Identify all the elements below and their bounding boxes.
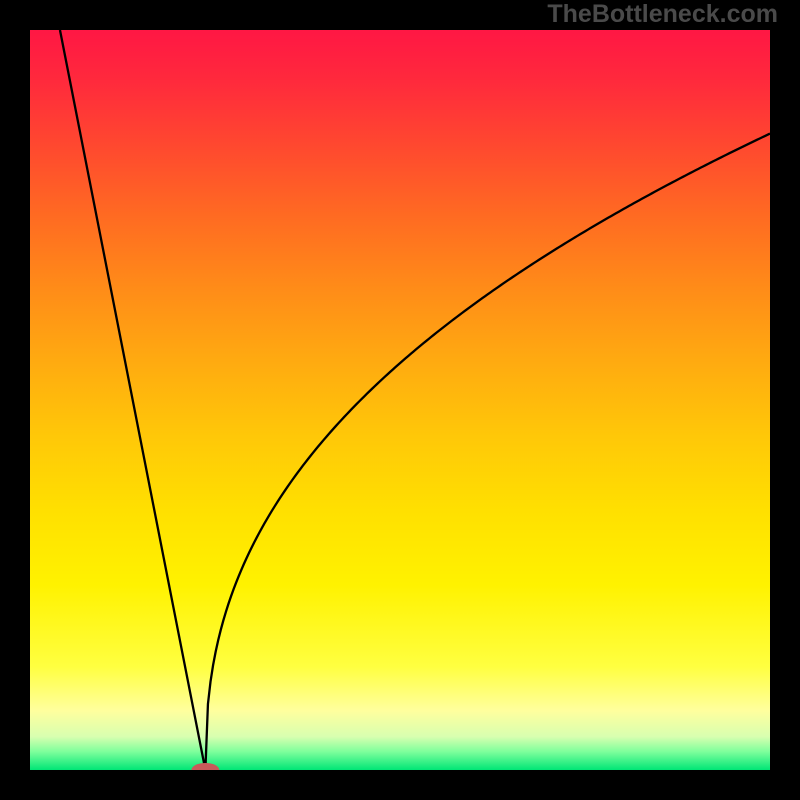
gradient-background [30, 30, 770, 770]
chart-container: TheBottleneck.com [0, 0, 800, 800]
watermark-text: TheBottleneck.com [547, 0, 778, 29]
plot-area [30, 30, 770, 770]
